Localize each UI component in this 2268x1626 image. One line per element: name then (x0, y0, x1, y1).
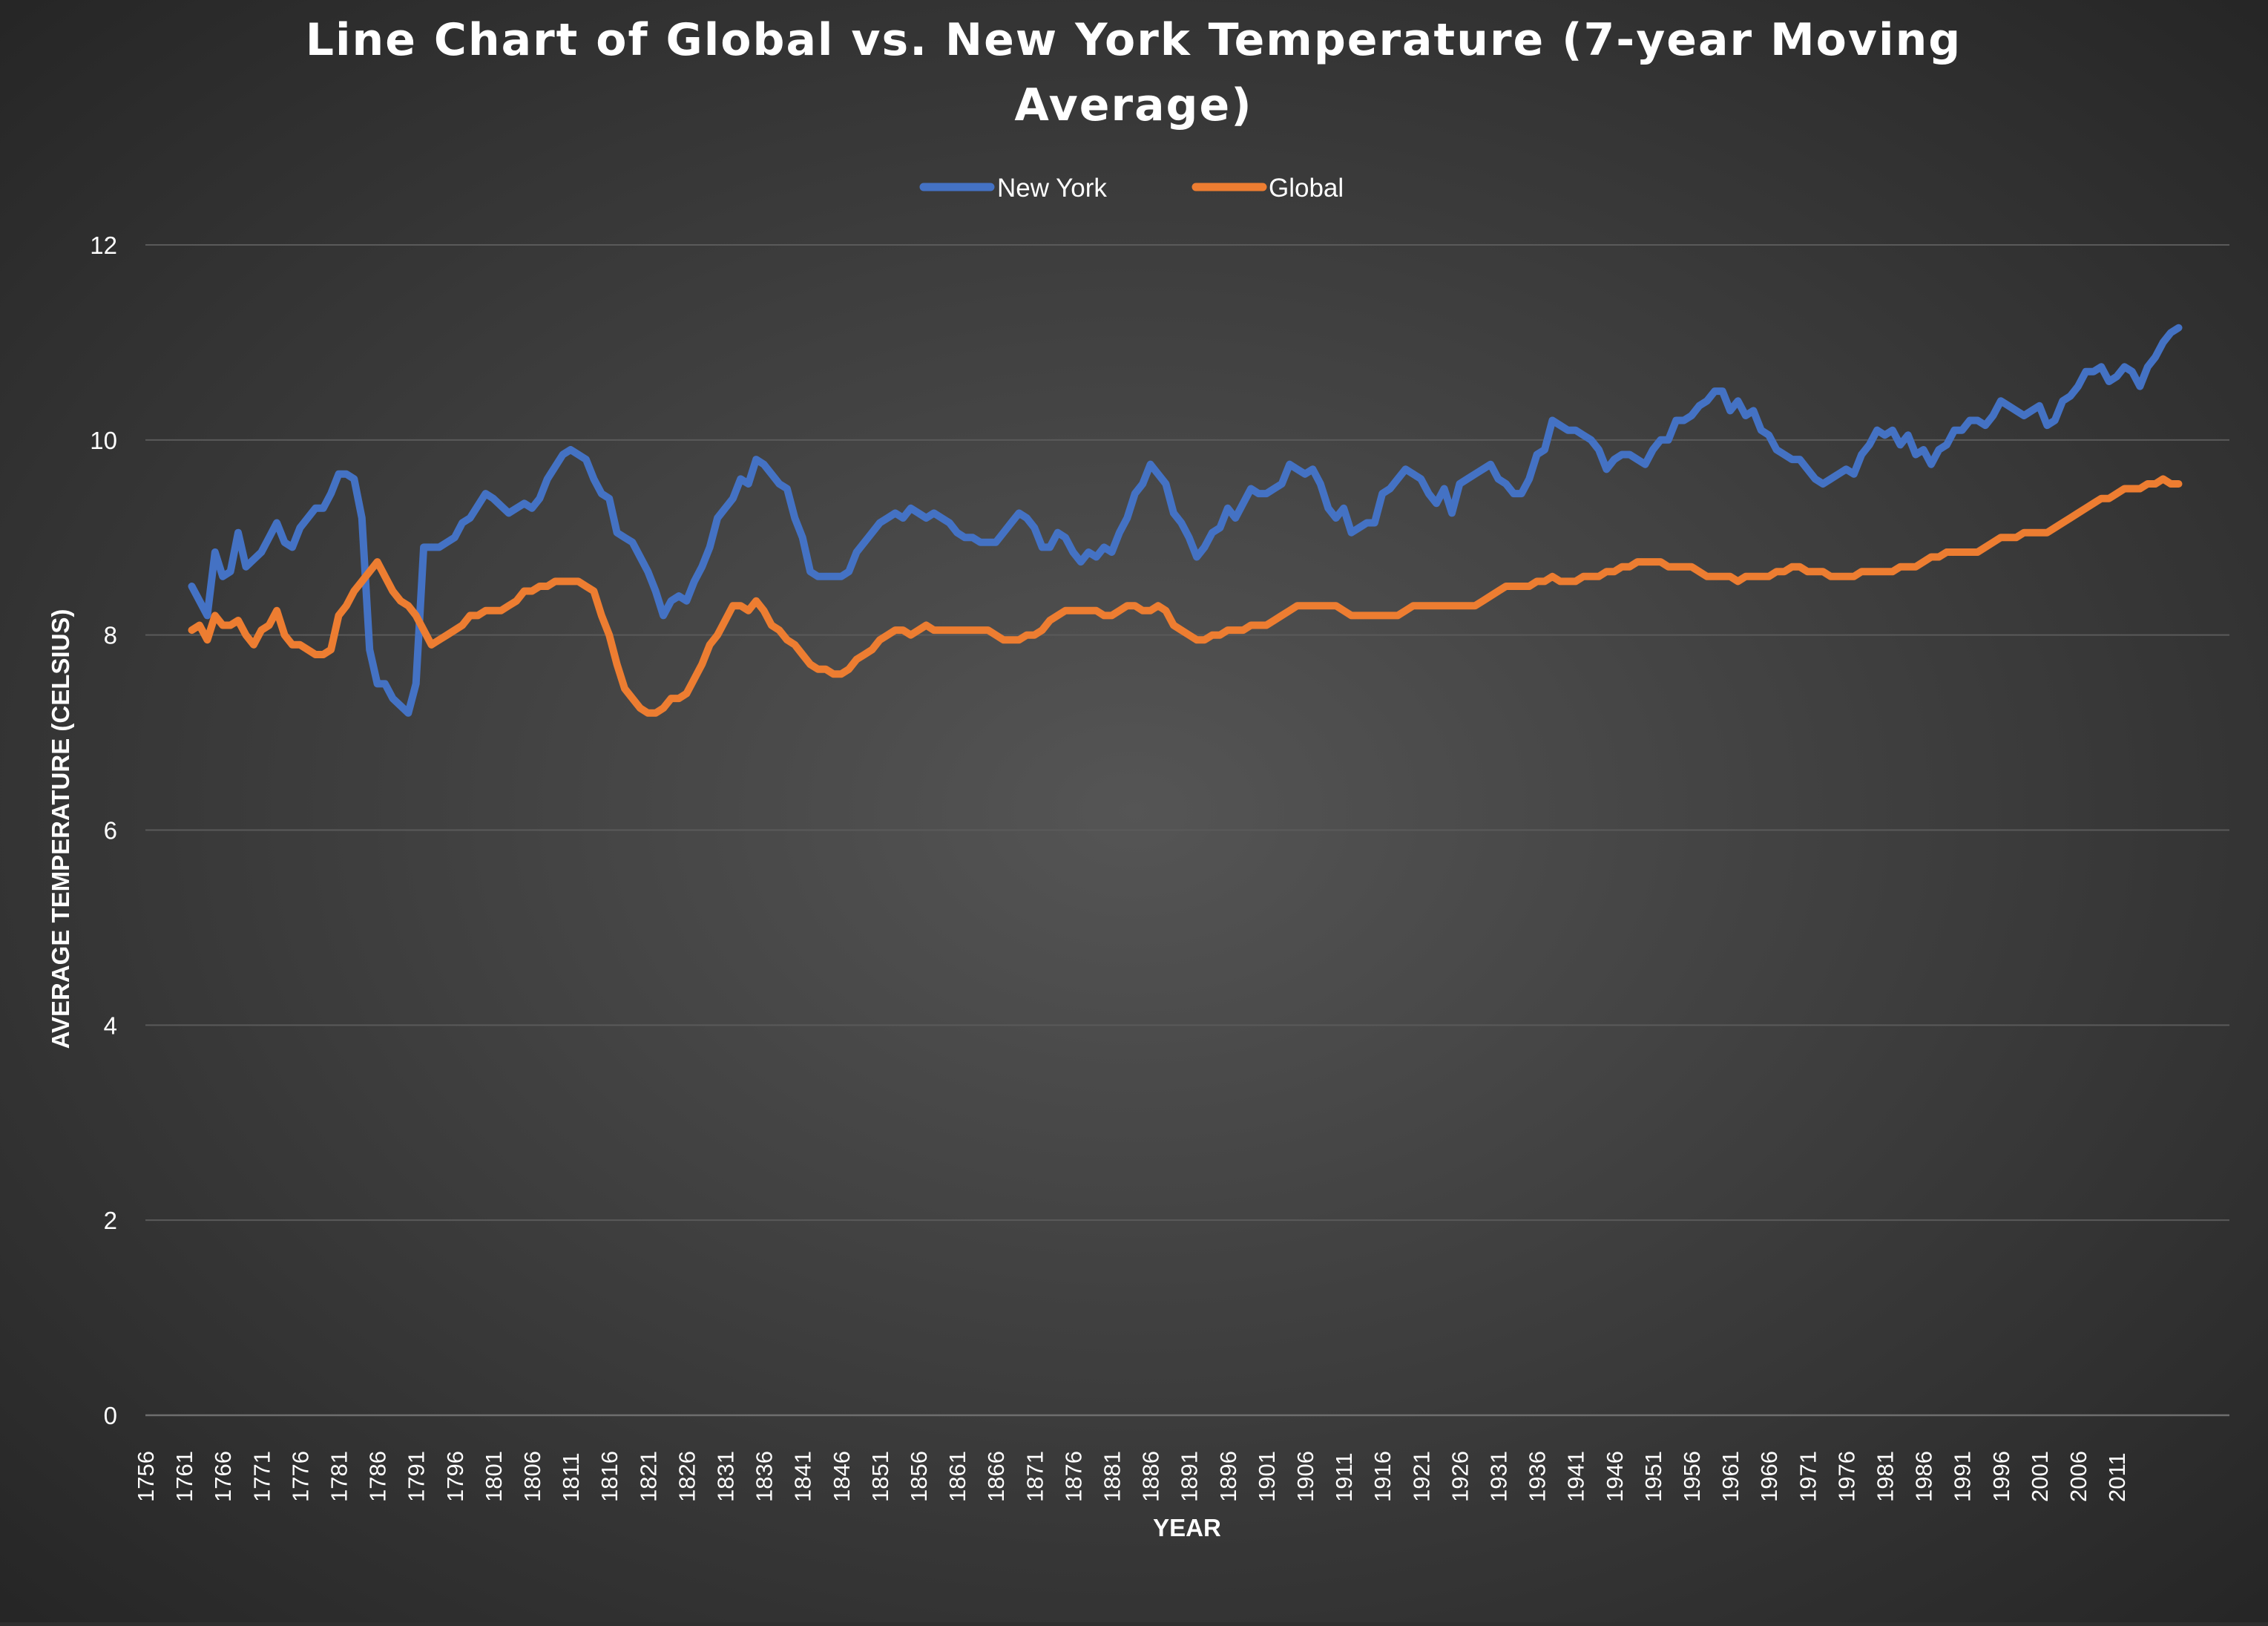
x-tick-label: 1806 (519, 1451, 545, 1502)
x-tick-label: 1831 (713, 1451, 739, 1502)
x-tick-label: 2001 (2027, 1451, 2053, 1502)
x-tick-label: 1951 (1640, 1451, 1666, 1502)
x-tick-label: 1781 (326, 1451, 352, 1502)
chart-series (188, 324, 2183, 717)
legend-label-global: Global (1269, 174, 1344, 203)
x-tick-label: 1896 (1215, 1451, 1241, 1502)
x-tick-label: 1846 (829, 1451, 855, 1502)
x-tick-label: 1871 (1022, 1451, 1048, 1502)
x-tick-label: 1961 (1718, 1451, 1743, 1502)
x-tick-label: 1851 (867, 1451, 893, 1502)
x-tick-label: 1986 (1911, 1451, 1937, 1502)
y-tick-label: 4 (104, 1012, 117, 1039)
x-tick-label: 1791 (404, 1451, 430, 1502)
y-tick-label: 2 (104, 1207, 117, 1234)
y-axis-label: AVERAGE TEMPERATURE (CELSIUS) (47, 609, 74, 1049)
x-tick-label: 2011 (2104, 1452, 2130, 1502)
x-tick-label: 1766 (210, 1451, 236, 1502)
y-tick-label: 8 (104, 622, 117, 649)
x-axis-ticks: 1756 1761 1766 1771 1776 1781 1786 1791 1796 1801… (133, 1451, 2130, 1502)
chart-legend: New York Global (919, 174, 1344, 203)
x-tick-label: 1811 (558, 1452, 584, 1502)
series-line-new-york (188, 324, 2183, 717)
x-tick-label: 1876 (1060, 1451, 1086, 1502)
x-tick-label: 1761 (171, 1451, 197, 1502)
x-tick-label: 1801 (481, 1451, 507, 1502)
y-axis-ticks: 0 2 4 6 8 10 12 (90, 232, 117, 1429)
x-tick-label: 1841 (790, 1451, 816, 1502)
chart-title-line1: Line Chart of Global vs. New York Temper… (306, 14, 1962, 66)
x-tick-label: 1881 (1100, 1451, 1125, 1502)
x-tick-label: 1756 (133, 1451, 159, 1502)
x-tick-label: 1861 (944, 1451, 970, 1502)
x-tick-label: 1916 (1370, 1451, 1396, 1502)
x-tick-label: 1856 (906, 1451, 932, 1502)
x-tick-label: 1956 (1679, 1451, 1705, 1502)
x-tick-label: 1991 (1950, 1451, 1976, 1502)
y-tick-label: 12 (90, 232, 117, 259)
x-tick-label: 1946 (1602, 1451, 1628, 1502)
x-tick-label: 1981 (1873, 1451, 1899, 1502)
x-tick-label: 1866 (983, 1451, 1009, 1502)
x-tick-label: 1886 (1138, 1451, 1164, 1502)
x-tick-label: 1926 (1447, 1451, 1473, 1502)
chart-title-line2: Average) (1014, 79, 1252, 131)
x-tick-label: 1971 (1795, 1451, 1821, 1502)
x-tick-label: 1976 (1833, 1451, 1859, 1502)
series-line-global (188, 475, 2183, 717)
legend-label-new-york: New York (997, 174, 1107, 203)
x-tick-label: 1786 (365, 1451, 391, 1502)
y-tick-label: 0 (104, 1402, 117, 1429)
x-tick-label: 1776 (287, 1451, 313, 1502)
x-tick-label: 1911 (1331, 1452, 1357, 1502)
x-tick-label: 1826 (674, 1451, 700, 1502)
x-tick-label: 1996 (1988, 1451, 2014, 1502)
x-tick-label: 1901 (1254, 1451, 1280, 1502)
x-axis-label: YEAR (1153, 1514, 1221, 1541)
x-tick-label: 1906 (1292, 1451, 1318, 1502)
x-tick-label: 1921 (1408, 1451, 1434, 1502)
x-tick-label: 1891 (1177, 1451, 1203, 1502)
x-tick-label: 1771 (249, 1451, 275, 1502)
x-tick-label: 2006 (2065, 1451, 2091, 1502)
x-tick-label: 1931 (1486, 1451, 1512, 1502)
x-tick-label: 1936 (1525, 1451, 1551, 1502)
x-tick-label: 1796 (442, 1451, 468, 1502)
x-tick-label: 1816 (596, 1451, 622, 1502)
y-tick-label: 10 (90, 427, 117, 454)
x-tick-label: 1836 (752, 1451, 778, 1502)
x-tick-label: 1966 (1756, 1451, 1782, 1502)
y-tick-label: 6 (104, 817, 117, 845)
x-tick-label: 1941 (1563, 1451, 1589, 1502)
x-tick-label: 1821 (635, 1451, 661, 1502)
